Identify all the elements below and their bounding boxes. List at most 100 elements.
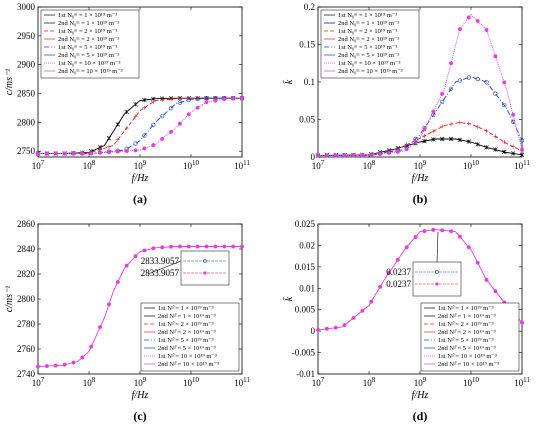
data-point bbox=[493, 289, 498, 294]
data-point bbox=[124, 148, 129, 153]
x-tick-label: 1010 bbox=[183, 376, 200, 388]
data-point bbox=[169, 129, 174, 134]
legend-entry: 2nd N₀ᵐ = 5 × 10¹⁹ m⁻³ bbox=[58, 52, 119, 59]
x-tick-label: 1010 bbox=[463, 159, 480, 171]
data-point bbox=[142, 248, 147, 253]
legend-entry: 2nd Nᵃ̂ = 10 × 10¹⁹ m⁻³ bbox=[438, 361, 499, 368]
x-axis-label: f/Hz bbox=[412, 173, 429, 184]
data-point bbox=[222, 244, 227, 249]
data-point bbox=[439, 136, 445, 142]
data-point bbox=[71, 151, 76, 156]
x-tick-label: 107 bbox=[32, 159, 45, 171]
x-tick-label: 1011 bbox=[514, 376, 530, 388]
data-point bbox=[431, 227, 436, 232]
y-tick-label: 0.02 bbox=[299, 240, 315, 250]
legend-entry: 2nd Nᵃ̂ = 5 × 10¹⁹ m⁻³ bbox=[438, 345, 496, 352]
legend-entry: 1st Nᵃ̂ = 1 × 10¹⁹ m⁻³ bbox=[438, 305, 494, 312]
data-point bbox=[404, 245, 409, 250]
series-line bbox=[318, 13, 523, 156]
data-point bbox=[160, 136, 165, 141]
data-point bbox=[62, 151, 67, 156]
data-point bbox=[80, 355, 85, 360]
data-point bbox=[44, 151, 49, 156]
x-axis-label: f/Hz bbox=[132, 390, 149, 401]
data-point bbox=[186, 112, 191, 117]
data-point bbox=[493, 147, 498, 152]
panel-label: (b) bbox=[413, 192, 428, 206]
x-axis-label: f/Hz bbox=[132, 173, 149, 184]
data-point bbox=[484, 277, 489, 282]
data-point bbox=[466, 75, 471, 80]
y-tick-label: 2750 bbox=[17, 146, 36, 156]
data-point bbox=[431, 109, 436, 114]
series-line bbox=[38, 97, 243, 154]
y-tick-label: 2800 bbox=[17, 117, 36, 127]
y-tick-label: -0.005 bbox=[292, 348, 316, 358]
data-point bbox=[475, 260, 480, 265]
data-point bbox=[239, 96, 244, 101]
data-point bbox=[106, 144, 111, 149]
data-point bbox=[115, 137, 120, 142]
data-point bbox=[502, 80, 507, 85]
data-point bbox=[316, 153, 321, 158]
data-point bbox=[115, 149, 120, 154]
y-tick-label: 2800 bbox=[17, 294, 36, 304]
data-point bbox=[106, 136, 112, 141]
legend-entry: 2nd N₀ᵐ = 10 × 10¹⁹ m⁻³ bbox=[338, 68, 403, 75]
y-axis-label: c/ms⁻¹ bbox=[4, 286, 15, 313]
data-point bbox=[360, 153, 365, 158]
data-point bbox=[475, 142, 480, 147]
panel-1: 107 108 109 1010 101100.050.10.150.2f/Hzk̄(b… bbox=[283, 2, 530, 206]
legend-box bbox=[420, 302, 520, 372]
data-point bbox=[98, 325, 103, 330]
x-tick-label: 109 bbox=[134, 159, 147, 171]
data-point bbox=[239, 244, 244, 249]
x-tick-label: 1011 bbox=[234, 376, 250, 388]
data-point bbox=[133, 141, 138, 146]
data-point bbox=[342, 153, 347, 158]
legend-entry: 1st Nᵃ̂ = 2 × 10¹⁹ m⁻³ bbox=[438, 321, 494, 328]
data-point bbox=[457, 27, 462, 32]
data-point bbox=[89, 344, 94, 349]
data-point bbox=[422, 138, 427, 144]
y-tick-label: 2850 bbox=[17, 89, 36, 99]
y-tick-label: 0.05 bbox=[299, 115, 315, 125]
annotation-value: 0.0237 bbox=[386, 267, 411, 277]
y-tick-label: 0 bbox=[311, 152, 316, 162]
data-point bbox=[520, 147, 525, 152]
legend-box bbox=[40, 9, 140, 79]
legend-entry: 2nd N₀ᵐ = 1 × 10¹⁹ m⁻³ bbox=[58, 20, 119, 27]
data-point bbox=[195, 96, 200, 101]
legend-entry: 1st Nᵃ̂ = 5 × 10¹⁹ m⁻³ bbox=[438, 337, 494, 344]
data-point bbox=[448, 86, 454, 91]
data-point bbox=[510, 151, 516, 156]
data-point bbox=[502, 149, 507, 155]
legend-entry: 2nd N₀ᵐ = 10 × 10¹⁹ m⁻³ bbox=[58, 68, 123, 75]
legend-entry: 1st N₀ᵐ = 10 × 10¹⁹ m⁻³ bbox=[338, 60, 401, 67]
y-tick-label: 2860 bbox=[17, 219, 36, 229]
data-point bbox=[422, 133, 427, 138]
data-point bbox=[342, 323, 347, 328]
legend-entry: 1st N₀ᵐ = 10 × 10¹⁹ m⁻³ bbox=[58, 60, 121, 67]
data-point bbox=[53, 151, 58, 156]
data-point bbox=[395, 149, 400, 154]
data-point bbox=[511, 144, 516, 149]
annotation-arrow bbox=[147, 260, 182, 275]
series-line bbox=[317, 138, 523, 156]
data-point bbox=[36, 151, 41, 156]
y-tick-label: 0.15 bbox=[299, 40, 315, 50]
data-point bbox=[431, 129, 436, 134]
y-tick-label: 0.1 bbox=[304, 77, 315, 87]
data-point bbox=[168, 106, 174, 111]
data-point bbox=[169, 97, 174, 102]
data-point bbox=[493, 134, 498, 139]
data-point bbox=[133, 102, 138, 107]
data-point bbox=[324, 153, 329, 158]
legend-entry: 1st N₀ᵐ = 2 × 10¹⁹ m⁻³ bbox=[338, 28, 397, 35]
data-point bbox=[213, 98, 218, 103]
data-point bbox=[484, 145, 489, 150]
data-point bbox=[475, 124, 480, 129]
data-point bbox=[369, 153, 374, 158]
panel-label: (a) bbox=[133, 192, 147, 206]
